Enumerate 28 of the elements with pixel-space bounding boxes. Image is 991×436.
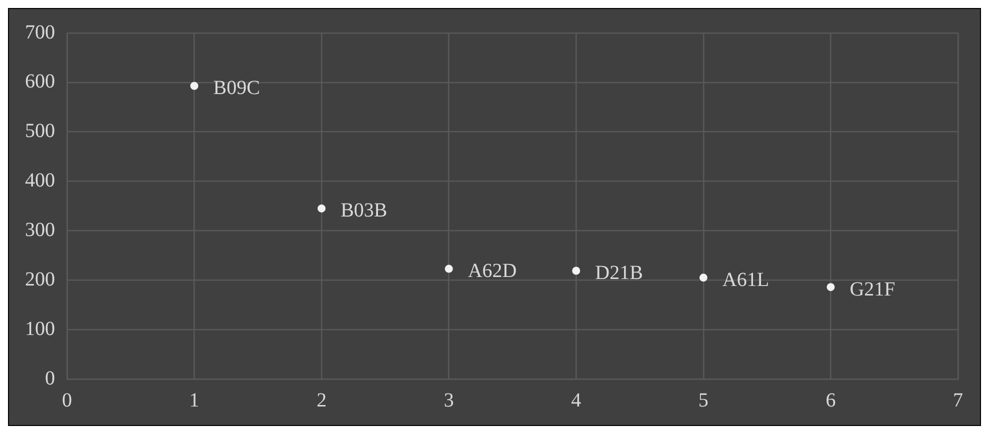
x-tick-label: 0: [62, 389, 72, 412]
x-tick-label: 5: [698, 389, 708, 412]
annotation: B09C: [213, 77, 260, 100]
annotation: A62D: [468, 260, 517, 282]
annotation: G21F: [850, 278, 896, 300]
annotation: A61L: [722, 268, 770, 291]
point: [699, 274, 708, 282]
point: [190, 82, 198, 90]
y-tick-label: 200: [25, 268, 55, 290]
x-tick-label: 2: [316, 389, 327, 412]
x-tick-label: 7: [953, 389, 963, 412]
point: [318, 204, 326, 212]
x-tick-label: 1: [189, 389, 200, 412]
x-tick-label: 3: [444, 389, 454, 412]
x-tick-label: 6: [826, 389, 836, 412]
y-tick-label: 600: [25, 70, 55, 93]
annotation: B03B: [340, 200, 388, 222]
y-tick-label: 300: [25, 218, 55, 241]
x-tick-label: 4: [571, 389, 582, 412]
y-tick-label: 100: [25, 318, 55, 340]
point: [572, 266, 580, 275]
y-tick-label: 400: [25, 170, 55, 192]
annotation: D21B: [595, 262, 643, 284]
y-tick-label: 700: [25, 21, 55, 44]
y-tick-label: 500: [25, 120, 55, 142]
point: [444, 264, 453, 273]
y-tick-label: 0: [45, 367, 55, 390]
point: [826, 283, 835, 292]
